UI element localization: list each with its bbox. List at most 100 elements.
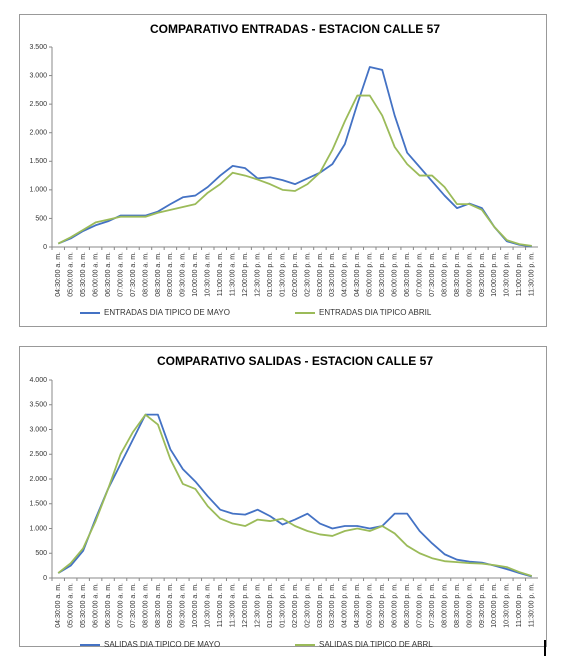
x-tick-label: 10:00:00 p. m. bbox=[491, 583, 498, 628]
y-tick-label: 2.000 bbox=[29, 476, 47, 483]
x-tick-label: 08:00:00 a. m. bbox=[142, 583, 149, 628]
x-tick-label: 06:30:00 a. m. bbox=[105, 583, 112, 628]
x-tick-label: 12:30:00 p. m. bbox=[254, 583, 261, 628]
y-tick-label: 1.000 bbox=[29, 525, 47, 532]
legend-label: SALIDAS DIA TIPICO DE ABRL bbox=[319, 640, 433, 649]
chart-title: COMPARATIVO ENTRADAS - ESTACION CALLE 57 bbox=[150, 22, 440, 36]
x-tick-label: 11:00:00 p. m. bbox=[516, 252, 523, 296]
y-tick-label: 4.000 bbox=[29, 377, 47, 384]
chart-frame bbox=[19, 14, 547, 327]
x-tick-label: 07:00:00 a. m. bbox=[117, 252, 124, 297]
x-tick-label: 04:00:00 p. m. bbox=[342, 252, 349, 297]
x-tick-label: 07:00:00 p. m. bbox=[416, 252, 423, 297]
y-tick-label: 3.500 bbox=[29, 402, 47, 409]
y-tick-label: 1.000 bbox=[29, 187, 47, 194]
x-tick-label: 04:00:00 p. m. bbox=[342, 583, 349, 628]
marker bbox=[544, 640, 546, 656]
x-tick-label: 11:30:00 a. m. bbox=[230, 583, 237, 627]
x-tick-label: 01:00:00 p. m. bbox=[267, 583, 274, 628]
x-tick-label: 09:00:00 p. m. bbox=[466, 252, 473, 297]
x-tick-label: 05:30:00 p. m. bbox=[379, 252, 386, 297]
x-tick-label: 07:30:00 p. m. bbox=[429, 583, 436, 628]
x-tick-label: 11:30:00 p. m. bbox=[529, 252, 536, 296]
x-tick-label: 05:30:00 p. m. bbox=[379, 583, 386, 628]
x-tick-label: 03:30:00 p. m. bbox=[329, 583, 336, 628]
x-tick-label: 07:30:00 a. m. bbox=[130, 583, 137, 628]
x-tick-label: 08:30:00 a. m. bbox=[155, 583, 162, 628]
x-tick-label: 12:30:00 p. m. bbox=[254, 252, 261, 297]
y-tick-label: 500 bbox=[35, 215, 47, 222]
y-tick-label: 3.000 bbox=[29, 426, 47, 433]
x-tick-label: 08:30:00 p. m. bbox=[454, 252, 461, 297]
x-tick-label: 08:00:00 p. m. bbox=[441, 583, 448, 628]
x-tick-label: 05:30:00 a. m. bbox=[80, 252, 87, 297]
x-tick-label: 10:00:00 p. m. bbox=[491, 252, 498, 297]
x-tick-label: 07:00:00 a. m. bbox=[117, 583, 124, 628]
x-tick-label: 02:30:00 p. m. bbox=[304, 583, 311, 628]
series-line bbox=[57, 66, 532, 248]
y-tick-label: 2.500 bbox=[29, 451, 47, 458]
x-tick-label: 01:30:00 p. m. bbox=[279, 583, 286, 628]
y-tick-label: 0 bbox=[43, 575, 47, 582]
x-tick-label: 06:00:00 a. m. bbox=[92, 252, 99, 297]
x-tick-label: 09:30:00 p. m. bbox=[479, 252, 486, 297]
x-tick-label: 08:00:00 p. m. bbox=[441, 252, 448, 297]
x-tick-label: 10:00:00 a. m. bbox=[192, 583, 199, 628]
x-tick-label: 05:00:00 p. m. bbox=[367, 252, 374, 297]
x-tick-label: 01:30:00 p. m. bbox=[279, 252, 286, 297]
x-tick-label: 03:00:00 p. m. bbox=[317, 583, 324, 628]
y-tick-label: 2.000 bbox=[29, 130, 47, 137]
x-tick-label: 08:30:00 a. m. bbox=[155, 252, 162, 297]
y-tick-label: 1.500 bbox=[29, 158, 47, 165]
x-tick-label: 09:00:00 a. m. bbox=[167, 252, 174, 297]
x-tick-label: 01:00:00 p. m. bbox=[267, 252, 274, 297]
x-tick-label: 05:00:00 p. m. bbox=[367, 583, 374, 628]
x-tick-label: 06:00:00 a. m. bbox=[92, 583, 99, 628]
x-tick-label: 08:00:00 a. m. bbox=[142, 252, 149, 297]
x-tick-label: 11:00:00 a. m. bbox=[217, 583, 224, 627]
series-line bbox=[57, 413, 533, 578]
x-tick-label: 09:30:00 p. m. bbox=[479, 583, 486, 628]
x-tick-label: 12:00:00 p. m. bbox=[242, 252, 249, 297]
chart-title: COMPARATIVO SALIDAS - ESTACION CALLE 57 bbox=[157, 354, 433, 368]
x-tick-label: 06:30:00 p. m. bbox=[404, 583, 411, 628]
x-tick-label: 06:00:00 p. m. bbox=[392, 252, 399, 297]
x-tick-label: 07:00:00 p. m. bbox=[416, 583, 423, 628]
legend-label: SALIDAS DIA TIPICO DE MAYO bbox=[104, 640, 220, 649]
x-tick-label: 04:30:00 p. m. bbox=[354, 252, 361, 297]
legend-label: ENTRADAS DIA TIPICO DE MAYO bbox=[104, 308, 230, 317]
x-tick-label: 03:30:00 p. m. bbox=[329, 252, 336, 297]
x-tick-label: 07:30:00 a. m. bbox=[130, 252, 137, 297]
x-tick-label: 07:30:00 p. m. bbox=[429, 252, 436, 297]
series-line bbox=[57, 94, 532, 247]
chart-frame bbox=[19, 346, 547, 647]
y-tick-label: 2.500 bbox=[29, 101, 47, 108]
x-tick-label: 09:00:00 a. m. bbox=[167, 583, 174, 628]
x-tick-label: 09:30:00 a. m. bbox=[180, 252, 187, 297]
x-tick-label: 11:30:00 a. m. bbox=[230, 252, 237, 296]
x-tick-label: 05:30:00 a. m. bbox=[80, 583, 87, 628]
x-tick-label: 03:00:00 p. m. bbox=[317, 252, 324, 297]
x-tick-label: 02:30:00 p. m. bbox=[304, 252, 311, 297]
x-tick-label: 06:00:00 p. m. bbox=[392, 583, 399, 628]
y-tick-label: 3.500 bbox=[29, 44, 47, 51]
x-tick-label: 04:30:00 p. m. bbox=[354, 583, 361, 628]
x-tick-label: 10:00:00 a. m. bbox=[192, 252, 199, 297]
y-tick-label: 500 bbox=[35, 550, 47, 557]
x-tick-label: 02:00:00 p. m. bbox=[292, 583, 299, 628]
x-tick-label: 11:00:00 p. m. bbox=[516, 583, 523, 627]
x-tick-label: 11:30:00 p. m. bbox=[529, 583, 536, 627]
legend-label: ENTRADAS DIA TIPICO ABRIL bbox=[319, 308, 432, 317]
x-tick-label: 09:00:00 p. m. bbox=[466, 583, 473, 628]
y-tick-label: 0 bbox=[43, 244, 47, 251]
x-tick-label: 09:30:00 a. m. bbox=[180, 583, 187, 628]
x-tick-label: 05:00:00 a. m. bbox=[68, 252, 75, 297]
x-tick-label: 12:00:00 p. m. bbox=[242, 583, 249, 628]
x-tick-label: 05:00:00 a. m. bbox=[68, 583, 75, 628]
x-tick-label: 06:30:00 a. m. bbox=[105, 252, 112, 297]
x-tick-label: 10:30:00 p. m. bbox=[504, 583, 511, 628]
y-tick-label: 3.000 bbox=[29, 72, 47, 79]
y-tick-label: 1.500 bbox=[29, 501, 47, 508]
